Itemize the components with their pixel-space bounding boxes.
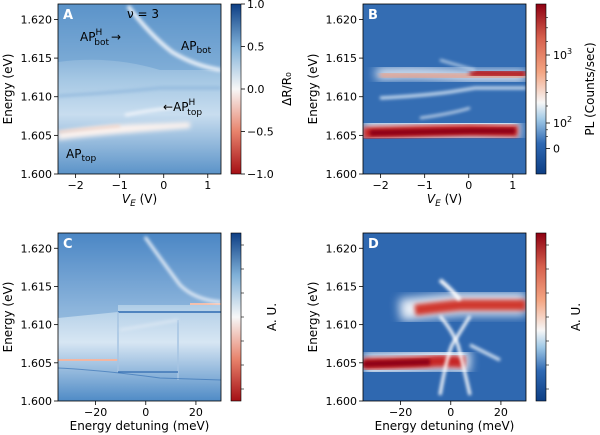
y-tick-label: 1.600 xyxy=(21,168,53,181)
y-tick-label: 1.610 xyxy=(21,319,53,332)
x-tick-label: 0 xyxy=(465,179,472,192)
x-axis-label: VE (V) xyxy=(122,192,157,209)
cbar-tick-label: 1.0 xyxy=(247,0,265,11)
annotation-ap-top: APtop xyxy=(66,147,96,164)
panel-a: A ν = 3 APH bot → APbot ←APH top APtop −2 −1… xyxy=(1,0,294,209)
panel-d-label: D xyxy=(368,237,379,252)
panel-d-axes: −20 0 20 1.600 1.605 1.610 1.615 1.620 Energy (e… xyxy=(306,242,514,433)
y-tick-label: 1.600 xyxy=(21,395,53,408)
annotation-ap-bot: APbot xyxy=(181,39,212,56)
panel-b-colorbar-ticks: 0 102 103 xyxy=(546,17,572,156)
y-tick-label: 1.605 xyxy=(326,357,358,370)
x-tick-label: −1 xyxy=(112,179,128,192)
x-axis-label: VE (V) xyxy=(427,192,462,209)
cbar-tick-label: 102 xyxy=(553,115,572,130)
panel-d-colorbar xyxy=(535,232,547,402)
panel-a-colorbar-label: ΔR/R₀ xyxy=(280,72,294,106)
y-tick-label: 1.615 xyxy=(21,52,53,65)
x-tick-label: −20 xyxy=(389,406,412,419)
y-tick-label: 1.615 xyxy=(21,280,53,293)
y-tick-label: 1.620 xyxy=(21,242,53,255)
y-tick-label: 1.605 xyxy=(21,357,53,370)
panel-d-map xyxy=(363,233,526,401)
panel-c-colorbar-label: A. U. xyxy=(265,303,279,331)
x-axis-label: Energy detuning (meV) xyxy=(70,419,210,433)
panel-b-label: B xyxy=(368,8,378,23)
panel-c-axes: −20 0 20 1.600 1.605 1.610 1.615 1.620 Energy (e… xyxy=(1,242,209,433)
y-tick-label: 1.620 xyxy=(21,13,53,26)
y-axis-label: Energy (eV) xyxy=(1,54,15,125)
panel-a-axes: −2 −1 0 1 1.600 1.605 1.610 1.615 1.620 Energy (e… xyxy=(1,13,211,209)
panel-c-colorbar xyxy=(230,232,242,402)
svg-text:APbot: APbot xyxy=(181,39,212,56)
y-axis-label: Energy (eV) xyxy=(306,282,320,353)
y-tick-label: 1.605 xyxy=(21,129,53,142)
y-tick-label: 1.610 xyxy=(326,319,358,332)
panel-b-map xyxy=(363,4,526,174)
y-tick-label: 1.600 xyxy=(326,168,358,181)
y-tick-label: 1.620 xyxy=(326,242,358,255)
panel-c-colorbar-ticks xyxy=(241,244,244,390)
annotation-ap-bot-hybrid: APH bot → xyxy=(80,28,121,48)
panel-a-title: ν = 3 xyxy=(127,7,159,21)
x-tick-label: −20 xyxy=(84,406,107,419)
panel-a-colorbar xyxy=(230,3,242,175)
panel-c-label: C xyxy=(63,237,73,252)
x-tick-label: 1 xyxy=(509,179,516,192)
x-tick-label: −2 xyxy=(68,179,84,192)
y-tick-label: 1.620 xyxy=(326,13,358,26)
x-tick-label: 0 xyxy=(447,406,454,419)
panel-a-map xyxy=(58,4,221,174)
cbar-tick-label: 103 xyxy=(553,47,572,62)
x-tick-label: 1 xyxy=(204,179,211,192)
y-tick-label: 1.605 xyxy=(326,129,358,142)
panel-b: B −2 −1 0 1 1.600 1.605 1.610 1.615 1.620 Energy … xyxy=(306,3,597,209)
x-tick-label: 20 xyxy=(189,406,203,419)
panel-d: D −20 0 20 1.600 1.605 1.610 1.615 1.620 Energy … xyxy=(306,232,583,433)
x-tick-label: 20 xyxy=(494,406,508,419)
y-tick-label: 1.615 xyxy=(326,280,358,293)
panel-d-colorbar-label: A. U. xyxy=(569,303,583,331)
panel-c: C −20 0 20 1.600 1.605 1.610 1.615 1.620 Energy … xyxy=(1,232,279,433)
x-axis-label: Energy detuning (meV) xyxy=(375,419,515,433)
panel-d-colorbar-ticks xyxy=(546,244,549,390)
x-tick-label: −2 xyxy=(373,179,389,192)
panel-c-map xyxy=(58,233,221,401)
x-tick-label: 0 xyxy=(142,406,149,419)
cbar-tick-label: −0.5 xyxy=(247,126,274,139)
y-tick-label: 1.615 xyxy=(326,52,358,65)
y-tick-label: 1.600 xyxy=(326,395,358,408)
annotation-ap-top-hybrid: ←APH top xyxy=(163,98,202,118)
cbar-tick-label: 0.0 xyxy=(247,83,265,96)
panel-a-colorbar-ticks: −1.0 −0.5 0.0 0.5 1.0 xyxy=(241,0,274,181)
svg-text:APtop: APtop xyxy=(66,147,96,164)
panel-b-colorbar-label: PL (Counts/sec) xyxy=(583,42,597,135)
panel-a-label: A xyxy=(63,8,73,23)
cbar-tick-label: 0.5 xyxy=(247,41,265,54)
y-tick-label: 1.610 xyxy=(326,91,358,104)
x-tick-label: −1 xyxy=(417,179,433,192)
panel-b-colorbar xyxy=(535,3,547,175)
y-axis-label: Energy (eV) xyxy=(306,54,320,125)
x-tick-label: 0 xyxy=(160,179,167,192)
y-tick-label: 1.610 xyxy=(21,91,53,104)
y-axis-label: Energy (eV) xyxy=(1,282,15,353)
panel-b-axes: −2 −1 0 1 1.600 1.605 1.610 1.615 1.620 Energy (e… xyxy=(306,13,516,209)
cbar-tick-label: −1.0 xyxy=(247,168,274,181)
cbar-tick-label: 0 xyxy=(553,143,560,156)
